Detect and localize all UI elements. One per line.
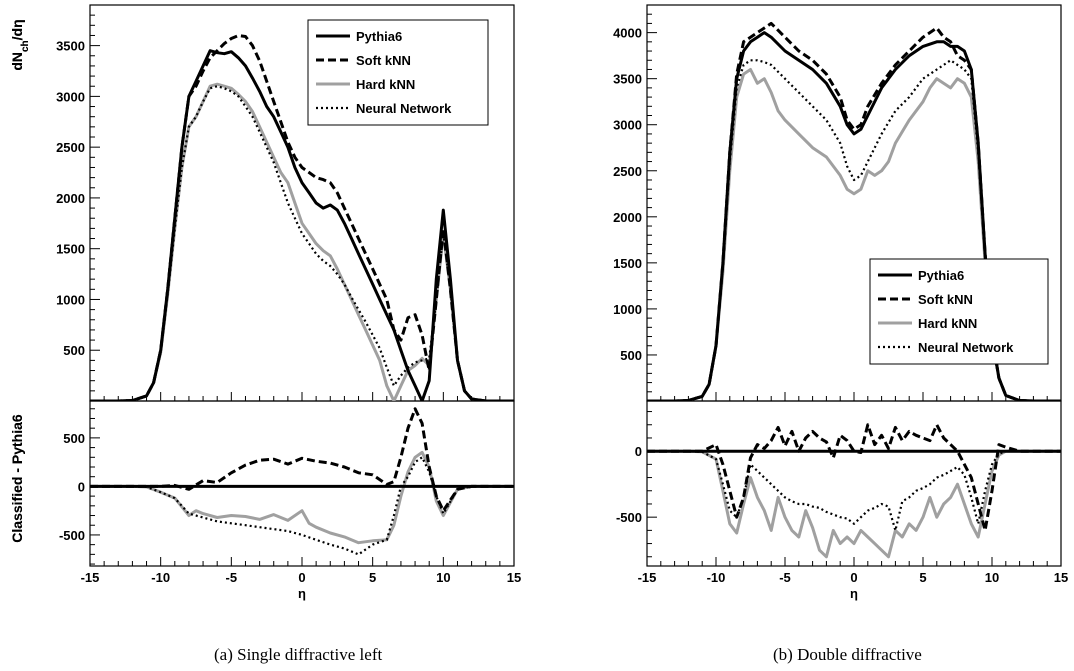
top-y-tick-label: 1500 [613, 256, 642, 271]
legend: Pythia6 Soft kNN Hard kNN Neural Network [307, 19, 489, 126]
axis-label-part: dN [9, 52, 25, 71]
top-series-soft-knn [90, 34, 514, 401]
legend-label: Soft kNN [356, 53, 411, 68]
top-y-tick-label: 3500 [613, 72, 642, 87]
figure-caption: (b) Double diffractive [773, 645, 922, 664]
legend-label: Neural Network [918, 340, 1014, 355]
legend-label: Pythia6 [356, 29, 402, 44]
axis-label-part: /dη [9, 19, 25, 40]
top-series-pythia6 [90, 49, 514, 401]
bottom-y-tick-label: -500 [616, 510, 642, 525]
x-tick-label: 5 [369, 570, 376, 585]
bottom-series-group [90, 407, 514, 556]
axis-label-part: /dη [9, 19, 25, 40]
bottom-y-tick-label: 0 [78, 479, 85, 494]
top-series-neural-network [90, 85, 514, 401]
top-y-tick-label: 500 [620, 348, 642, 363]
legend-label: Neural Network [356, 101, 452, 116]
bottom-y-axis-label: Classified - Pythia6 [9, 414, 25, 543]
x-tick-label: 0 [298, 570, 305, 585]
x-tick-label: 0 [850, 570, 857, 585]
x-tick-label: 5 [919, 570, 926, 585]
x-tick-label: 15 [1054, 570, 1068, 585]
top-y-tick-label: 1000 [613, 302, 642, 317]
x-tick-label: -10 [151, 570, 170, 585]
top-y-axis-label: dNch/dη [9, 19, 31, 70]
bottom-series-hard-knn [647, 449, 1061, 559]
legend-label: Hard kNN [918, 316, 977, 331]
legend-label: Soft kNN [918, 292, 973, 307]
bottom-series-neural-network [90, 456, 514, 556]
x-tick-label: -15 [81, 570, 100, 585]
axis-label-subscript: ch [20, 40, 31, 52]
top-y-tick-label: 3000 [613, 118, 642, 133]
top-y-tick-label: 2000 [613, 210, 642, 225]
top-series-group [90, 34, 514, 401]
top-series-group [647, 21, 1061, 401]
top-series-hard-knn [90, 82, 514, 401]
x-axis-label: η [850, 586, 858, 601]
top-series-pythia6 [647, 31, 1061, 401]
top-y-tick-label: 500 [63, 343, 85, 358]
x-tick-label: -5 [779, 570, 791, 585]
bottom-y-axis-label: Classified - Pythia6 [9, 414, 25, 543]
top-y-tick-label: 1500 [56, 242, 85, 257]
bottom-series-soft-knn [90, 407, 514, 513]
legend-label: Hard kNN [356, 77, 415, 92]
legend: Pythia6 Soft kNN Hard kNN Neural Network [869, 258, 1049, 365]
x-tick-label: -5 [226, 570, 238, 585]
top-y-tick-label: 2500 [56, 140, 85, 155]
bottom-series-neural-network [647, 450, 1061, 532]
top-y-tick-label: 4000 [613, 26, 642, 41]
x-tick-label: 10 [436, 570, 450, 585]
panel-b: -15 -10 -5 0 5 10 15η5001000150020002500300035… [9, 4, 1068, 664]
top-y-tick-label: 2500 [613, 164, 642, 179]
top-y-tick-label: 1000 [56, 292, 85, 307]
top-y-tick-label: 2000 [56, 191, 85, 206]
top-y-axis-label: dNch/dη [9, 19, 31, 70]
axis-label-subscript: ch [20, 40, 31, 52]
bottom-plot-frame [89, 400, 515, 567]
bottom-y-tick-label: 500 [63, 431, 85, 446]
figure-caption: (a) Single diffractive left [214, 645, 382, 664]
x-tick-label: -10 [707, 570, 726, 585]
x-tick-label: 15 [507, 570, 521, 585]
x-axis-label: η [298, 586, 306, 601]
legend-label: Pythia6 [918, 268, 964, 283]
bottom-series-group [647, 423, 1061, 559]
x-tick-label: -15 [638, 570, 657, 585]
bottom-y-tick-label: -500 [59, 528, 85, 543]
bottom-series-soft-knn [647, 423, 1061, 532]
panel-a: -15 -10 -5 0 5 10 15 η 500 1000 1500 2000 2500 3000 35… [9, 4, 521, 664]
top-y-tick-label: 3000 [56, 89, 85, 104]
top-y-tick-label: 3500 [56, 39, 85, 54]
bottom-y-tick-label: 0 [635, 444, 642, 459]
axis-label-part: dN [9, 52, 25, 71]
x-tick-label: 10 [985, 570, 999, 585]
